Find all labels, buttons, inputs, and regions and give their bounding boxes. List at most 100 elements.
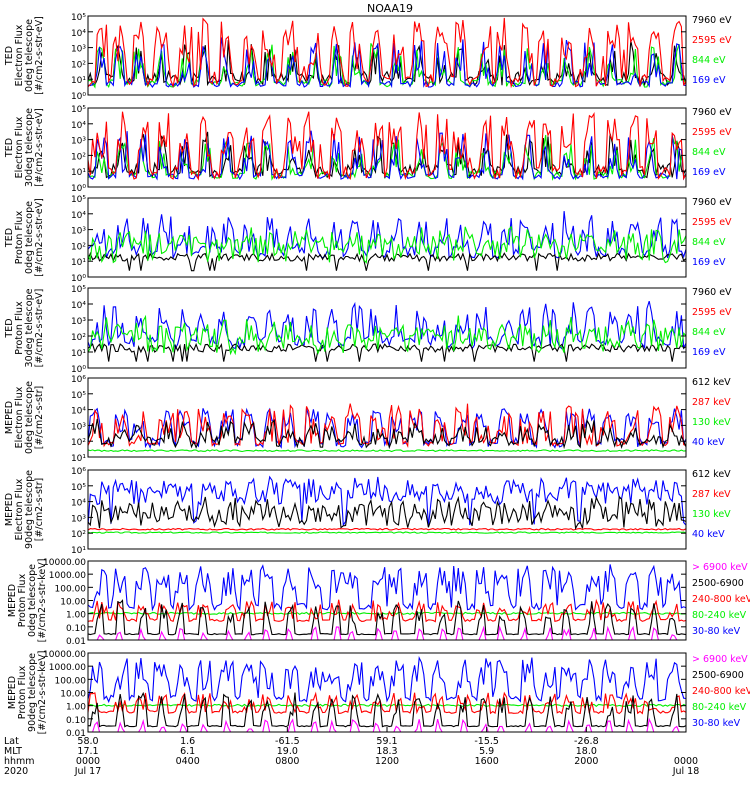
y-tick-label: 10³	[71, 45, 86, 55]
x-tick-label-lat: -61.5	[275, 736, 300, 747]
series-blue-line	[88, 564, 686, 612]
panel-3-traces	[88, 211, 686, 272]
y-tick-label: 10⁶	[71, 467, 86, 477]
y-tick-label: 10⁴	[71, 301, 86, 311]
x-tick-label-mlt: 5.9	[479, 746, 494, 757]
y-tick-label: 10¹	[71, 454, 86, 464]
y-axis-label-line: MEPED	[7, 676, 18, 709]
x-tick-label-lat: 59.1	[376, 736, 397, 747]
y-axis-label: TED Electron Flux 30deg telescope [#/cm2-s-…	[4, 108, 45, 187]
legend-entry: 40 keV	[692, 437, 725, 448]
series-black-line	[88, 599, 686, 636]
x-row-label: 2020	[4, 766, 28, 777]
legend: 612 keV 287 keV 130 keV 40 keV	[692, 469, 731, 540]
y-tick-label: 10⁰	[71, 365, 86, 375]
y-tick-label: 10⁵	[71, 13, 86, 23]
y-tick-label: 1000.00	[49, 571, 86, 581]
y-axis-label: MEPED Proton Flux 0deg telescope [#/cm2-s-s…	[7, 559, 48, 643]
legend-entry: 240-800 keV	[692, 594, 750, 605]
series-red-line	[88, 111, 686, 181]
legend-entry: 7960 eV	[692, 197, 732, 208]
legend-entry: 612 keV	[692, 377, 731, 388]
series-black-line	[88, 418, 686, 450]
legend: > 6900 keV 2500-6900 240-800 keV 80-240 keV…	[692, 654, 750, 729]
legend-entry: 2595 eV	[692, 307, 732, 318]
y-axis-label-line: 30deg telescope	[24, 288, 35, 367]
y-axis-label-line: Electron Flux	[14, 478, 25, 540]
y-tick-label: 1.00	[66, 611, 86, 621]
series-blue-line	[88, 655, 686, 704]
series-black-line	[88, 495, 686, 531]
y-tick-label: 10³	[71, 137, 86, 147]
legend-entry: 2500-6900	[692, 670, 744, 681]
y-tick-label: 10⁰	[71, 274, 86, 284]
legend: 7960 eV 2595 eV 844 eV 169 eV	[692, 107, 732, 178]
series-black-line	[88, 251, 686, 272]
y-tick-label: 1.00	[66, 703, 86, 713]
legend: 7960 eV 2595 eV 844 eV 169 eV	[692, 15, 732, 86]
legend-entry: 2595 eV	[692, 217, 732, 228]
legend-entry: 2595 eV	[692, 127, 732, 138]
series-green-line	[88, 611, 686, 615]
y-axis-label-line: [#/cm2-s-str]	[34, 386, 45, 449]
y-tick-label: 10⁴	[71, 29, 86, 39]
legend-entry: 7960 eV	[692, 15, 732, 26]
legend-entry: 169 eV	[692, 347, 726, 358]
legend-entry: 169 eV	[692, 75, 726, 86]
panel-8: 0.010.101.0010.00100.001000.0010000.00ME…	[7, 650, 750, 739]
legend-entry: > 6900 keV	[692, 654, 748, 665]
x-tick-label-mlt: 18.0	[576, 746, 597, 757]
series-red-line	[88, 598, 686, 623]
legend-entry: 844 eV	[692, 237, 726, 248]
series-black-line	[88, 691, 686, 728]
legend: > 6900 keV 2500-6900 240-800 keV 80-240 keV…	[692, 562, 750, 637]
y-tick-label: 10.00	[60, 598, 86, 608]
y-axis-label: TED Proton Flux 30deg telescope [#/cm2-s-st…	[4, 288, 45, 367]
panel-frame	[87, 377, 687, 458]
y-tick-label: 0.01	[66, 637, 86, 647]
panel-4-traces	[88, 300, 686, 362]
x-tick-label-mlt: 17.1	[77, 746, 98, 757]
legend-entry: 30-80 keV	[692, 718, 741, 729]
y-tick-label: 0.01	[66, 729, 86, 739]
legend-entry: 240-800 keV	[692, 686, 750, 697]
panel-6-traces	[88, 475, 686, 534]
y-tick-label: 10⁵	[71, 391, 86, 401]
y-tick-label: 100.00	[55, 676, 87, 686]
y-axis-label-line: [#/cm2-s-str-eV]	[34, 16, 45, 95]
y-axis-label-line: Electron Flux	[14, 24, 25, 86]
y-axis-label-line: 0deg telescope	[27, 564, 38, 637]
y-tick-label: 1000.00	[49, 663, 86, 673]
legend-entry: 80-240 keV	[692, 610, 747, 621]
legend-entry: 2595 eV	[692, 35, 732, 46]
y-tick-label: 10⁵	[71, 105, 86, 115]
y-tick-label: 10³	[71, 422, 86, 432]
series-green-line	[88, 314, 686, 356]
plot-title: NOAA19	[367, 2, 413, 15]
series-red-line	[88, 17, 686, 89]
y-tick-label: 10⁴	[71, 211, 86, 221]
legend: 7960 eV 2595 eV 844 eV 169 eV	[692, 287, 732, 358]
x-tick-label-hhmm: 0000	[76, 756, 100, 767]
y-axis-label: TED Electron Flux 0deg telescope [#/cm2-s-s…	[4, 16, 45, 95]
series-green-line	[88, 225, 686, 264]
series-blue-line	[88, 37, 686, 89]
y-axis-label: MEPED Proton Flux 90deg telescope [#/cm2-s-…	[7, 651, 48, 735]
y-tick-label: 10⁰	[71, 184, 86, 194]
y-axis-label-line: [#/cm2-s-str-keV]	[37, 559, 48, 643]
y-tick-label: 0.10	[66, 624, 86, 634]
y-axis-label-line: Electron Flux	[14, 116, 25, 178]
y-tick-label: 100.00	[55, 584, 87, 594]
x-row-label: MLT	[4, 746, 22, 757]
x-tick-label-hhmm: 1600	[475, 756, 499, 767]
legend-entry: 7960 eV	[692, 287, 732, 298]
panel-1: 10⁰ 10¹ 10² 10³ 10⁴ 10⁵ TED Electron Flux 0deg t…	[4, 13, 732, 102]
x-tick-label-date: Jul 18	[672, 766, 700, 777]
legend-entry: > 6900 keV	[692, 562, 748, 573]
y-axis-label-line: 30deg telescope	[24, 108, 35, 187]
y-axis-label-line: Electron Flux	[14, 386, 25, 448]
y-tick-label: 10000.00	[43, 558, 86, 568]
y-tick-label: 10²	[71, 152, 86, 162]
y-tick-label: 10000.00	[43, 650, 86, 660]
y-axis-label-line: 90deg telescope	[24, 470, 35, 549]
